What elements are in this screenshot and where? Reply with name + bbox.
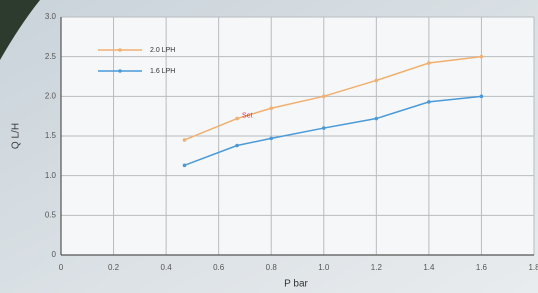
point — [183, 164, 187, 168]
point — [269, 137, 273, 141]
point — [322, 126, 326, 130]
point — [269, 106, 273, 110]
point — [480, 55, 484, 59]
point — [322, 95, 326, 99]
x-tick-label: 0.2 — [108, 263, 120, 272]
y-tick-label: 0.5 — [45, 210, 57, 219]
x-tick-label: 1.8 — [528, 263, 538, 272]
annotation: Set — [242, 112, 253, 119]
point — [427, 61, 431, 65]
y-tick-label: 1.5 — [45, 131, 57, 140]
x-tick-label: 0 — [59, 263, 64, 272]
point — [235, 144, 239, 148]
chart: P bar Q L/H 0 0.2 0.4 0.6 0.8 1.0 1.2 1.4 1.6 1.8… — [0, 0, 538, 293]
legend-label: 1.6 LPH — [150, 68, 175, 75]
point — [375, 79, 379, 83]
x-tick-label: 0.4 — [161, 263, 173, 272]
x-tick-label: 0.6 — [213, 263, 225, 272]
x-tick-label: 1.4 — [423, 263, 435, 272]
x-axis-title: P bar — [284, 279, 308, 290]
x-tick-label: 1.0 — [318, 263, 330, 272]
point — [183, 138, 187, 142]
y-tick-label: 2.0 — [45, 91, 57, 100]
point — [427, 100, 431, 104]
x-tick-label: 1.6 — [476, 263, 488, 272]
y-tick-label: 1.0 — [45, 171, 57, 180]
x-tick-label: 0.8 — [266, 263, 278, 272]
point — [235, 117, 239, 121]
x-tick-label: 1.2 — [371, 263, 383, 272]
y-axis-title: Q L/H — [11, 123, 22, 149]
legend-label: 2.0 LPH — [150, 47, 175, 54]
y-tick-label: 0 — [52, 250, 57, 259]
y-tick-label: 2.5 — [45, 52, 57, 61]
point — [480, 95, 484, 99]
legend-marker — [118, 48, 122, 52]
legend-marker — [118, 69, 122, 73]
y-tick-label: 3.0 — [45, 12, 57, 21]
point — [375, 117, 379, 121]
page: {"chart_data": { "type": "line", "x_labe… — [0, 0, 538, 293]
